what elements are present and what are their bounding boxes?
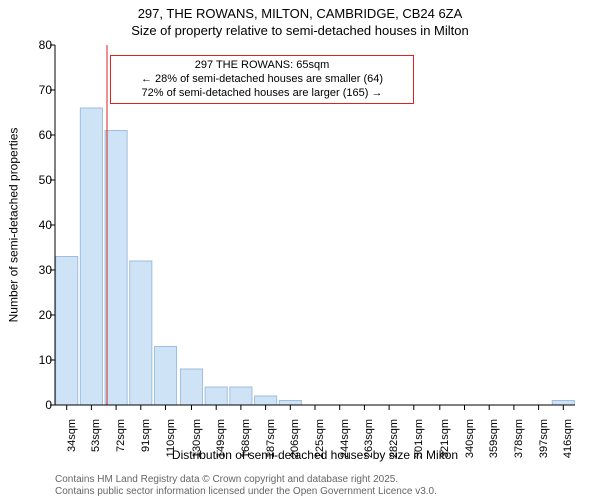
y-tick-label: 70	[22, 83, 52, 97]
y-tick-label: 10	[22, 353, 52, 367]
x-tick-label: 187sqm	[265, 419, 277, 464]
x-tick-label: 359sqm	[488, 419, 500, 464]
y-tick-label: 60	[22, 128, 52, 142]
footer-attribution: Contains HM Land Registry data © Crown c…	[55, 474, 437, 498]
x-tick-label: 91sqm	[140, 419, 152, 464]
x-tick-label: 263sqm	[363, 419, 375, 464]
x-tick-label: 397sqm	[538, 419, 550, 464]
x-tick-label: 168sqm	[240, 419, 252, 464]
chart-title-sub: Size of property relative to semi-detach…	[0, 23, 600, 38]
x-tick-label: 110sqm	[165, 419, 177, 464]
x-tick-label: 206sqm	[289, 419, 301, 464]
footer-line-2: Contains public sector information licen…	[55, 486, 437, 498]
x-tick-label: 72sqm	[115, 419, 127, 464]
x-tick-label: 282sqm	[388, 419, 400, 464]
annotation-line-1: 297 THE ROWANS: 65sqm	[117, 59, 407, 73]
chart-title-main: 297, THE ROWANS, MILTON, CAMBRIDGE, CB24…	[0, 6, 600, 21]
footer-line-1: Contains HM Land Registry data © Crown c…	[55, 474, 437, 486]
y-tick-label: 30	[22, 263, 52, 277]
x-tick-label: 244sqm	[339, 419, 351, 464]
x-tick-label: 130sqm	[191, 419, 203, 464]
y-tick-label: 0	[22, 398, 52, 412]
y-tick-label: 80	[22, 38, 52, 52]
x-tick-label: 301sqm	[413, 419, 425, 464]
y-tick-label: 40	[22, 218, 52, 232]
chart-container: 297, THE ROWANS, MILTON, CAMBRIDGE, CB24…	[0, 0, 600, 500]
x-tick-label: 340sqm	[464, 419, 476, 464]
y-axis-label: Number of semi-detached properties	[4, 45, 22, 405]
annotation-line-3: 72% of semi-detached houses are larger (…	[117, 87, 407, 101]
x-tick-label: 378sqm	[513, 419, 525, 464]
x-tick-label: 321sqm	[439, 419, 451, 464]
x-tick-label: 225sqm	[314, 419, 326, 464]
annotation-line-2: ← 28% of semi-detached houses are smalle…	[117, 73, 407, 87]
y-axis-label-text: Number of semi-detached properties	[6, 128, 20, 323]
annotation-box: 297 THE ROWANS: 65sqm ← 28% of semi-deta…	[110, 55, 414, 104]
y-tick-label: 20	[22, 308, 52, 322]
y-tick-label: 50	[22, 173, 52, 187]
x-tick-label: 53sqm	[90, 419, 102, 464]
x-tick-label: 34sqm	[66, 419, 78, 464]
x-tick-label: 149sqm	[215, 419, 227, 464]
x-tick-label: 416sqm	[562, 419, 574, 464]
